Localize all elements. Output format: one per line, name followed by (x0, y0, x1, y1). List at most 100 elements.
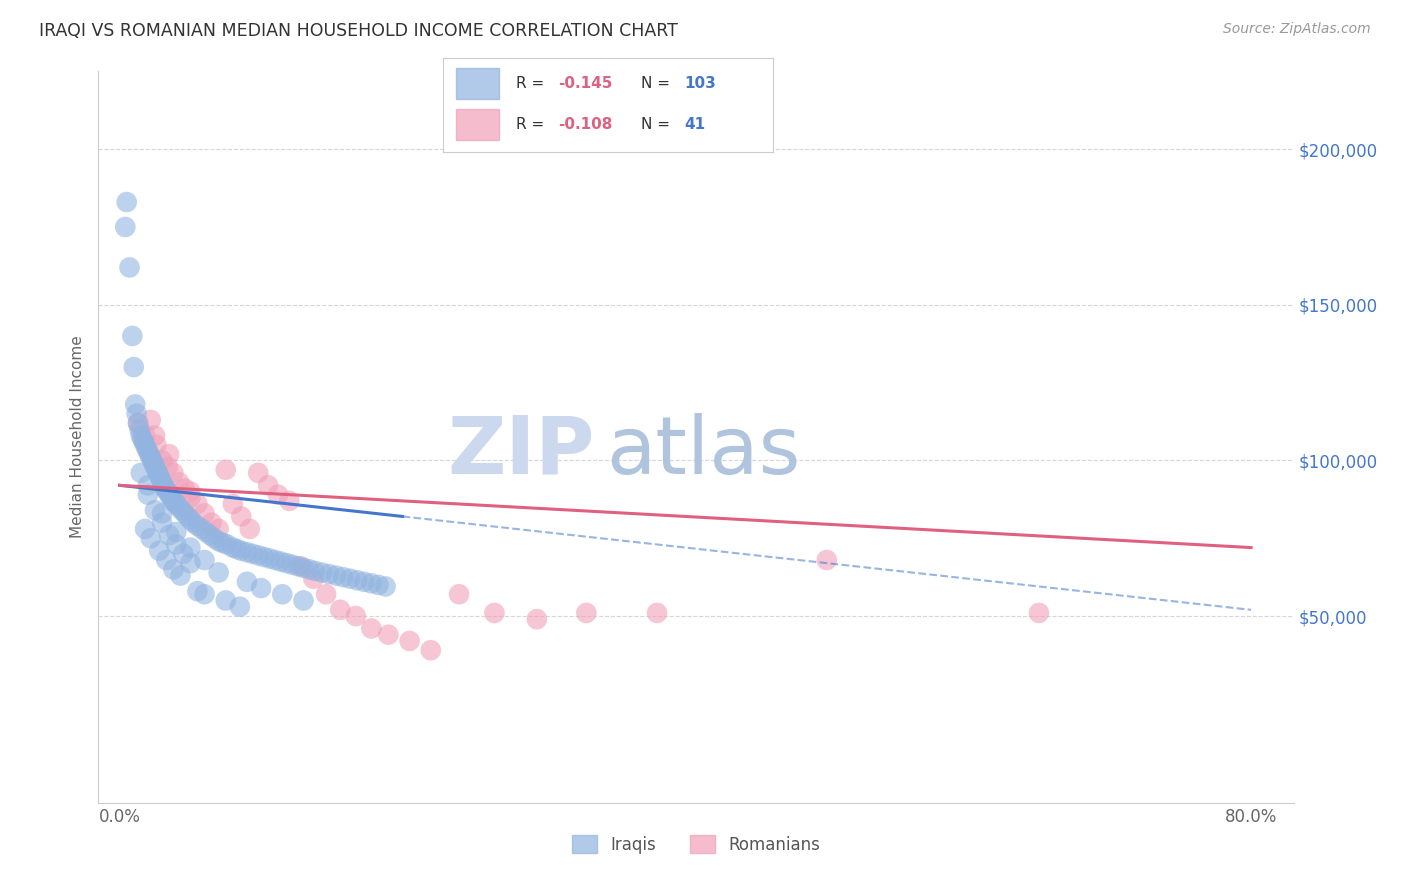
Point (190, 522, 212, 536)
Point (134, 522, 156, 536)
Point (267, 488, 290, 502)
Point (194, 524, 217, 539)
Point (128, 422, 150, 436)
Point (136, 488, 159, 502)
Point (169, 568, 191, 582)
Point (170, 503, 193, 517)
Point (157, 488, 180, 502)
Point (162, 494, 184, 508)
Point (222, 497, 245, 511)
Point (271, 587, 294, 601)
Text: Source: ZipAtlas.com: Source: ZipAtlas.com (1223, 22, 1371, 37)
Point (136, 478, 159, 492)
Point (118, 260, 141, 275)
Point (186, 584, 208, 599)
Point (259, 551, 281, 566)
Point (165, 524, 187, 539)
Text: R =: R = (516, 76, 548, 91)
Point (329, 603, 352, 617)
Point (200, 516, 222, 530)
Point (198, 528, 221, 542)
Point (353, 574, 375, 589)
Text: N =: N = (641, 118, 675, 132)
Point (129, 428, 152, 442)
Point (1028, 606, 1050, 620)
Point (344, 609, 367, 624)
Point (222, 541, 245, 555)
Point (146, 466, 169, 480)
Point (139, 413, 162, 427)
Point (484, 606, 506, 620)
Point (217, 537, 239, 551)
Point (298, 562, 321, 576)
Point (141, 453, 163, 467)
Point (242, 547, 264, 561)
Point (125, 407, 148, 421)
Point (332, 570, 354, 584)
Point (231, 509, 253, 524)
Point (575, 606, 598, 620)
Point (156, 484, 179, 499)
Point (264, 553, 287, 567)
Point (155, 553, 177, 567)
Point (115, 195, 138, 210)
Point (179, 491, 201, 505)
Point (193, 587, 215, 601)
Point (236, 574, 259, 589)
Point (179, 541, 201, 555)
Point (278, 494, 301, 508)
Point (398, 634, 420, 648)
Text: -0.145: -0.145 (558, 76, 613, 91)
Text: 41: 41 (685, 118, 706, 132)
Point (134, 428, 156, 442)
Point (157, 447, 180, 461)
Point (229, 599, 252, 614)
Point (281, 558, 304, 572)
Point (165, 537, 187, 551)
Point (292, 561, 315, 575)
Point (193, 553, 215, 567)
Point (127, 416, 149, 430)
Point (181, 516, 204, 530)
Point (179, 484, 201, 499)
Point (114, 219, 136, 234)
Point (302, 572, 325, 586)
Point (202, 531, 225, 545)
Point (325, 568, 347, 582)
Point (153, 482, 176, 496)
Point (162, 466, 184, 480)
Point (122, 359, 145, 374)
Point (360, 622, 382, 636)
Text: ZIP: ZIP (447, 413, 595, 491)
Text: R =: R = (516, 118, 548, 132)
Point (150, 475, 173, 490)
Point (290, 559, 312, 574)
Point (134, 438, 156, 452)
Point (157, 528, 180, 542)
Point (449, 587, 471, 601)
Point (143, 459, 166, 474)
Point (208, 534, 231, 549)
Point (193, 506, 215, 520)
Text: 103: 103 (685, 76, 716, 91)
Text: IRAQI VS ROMANIAN MEDIAN HOUSEHOLD INCOME CORRELATION CHART: IRAQI VS ROMANIAN MEDIAN HOUSEHOLD INCOM… (39, 22, 678, 40)
Point (287, 559, 309, 574)
Point (129, 466, 152, 480)
Point (360, 576, 382, 591)
Point (179, 512, 201, 526)
Point (304, 564, 326, 578)
Point (231, 543, 253, 558)
Point (377, 628, 399, 642)
Point (138, 447, 160, 461)
Point (215, 593, 238, 607)
Point (145, 438, 167, 452)
Point (257, 478, 280, 492)
Bar (456, 110, 499, 140)
Point (173, 506, 195, 520)
Point (292, 593, 315, 607)
Point (208, 566, 231, 580)
Point (250, 581, 273, 595)
Text: N =: N = (641, 76, 675, 91)
Point (160, 491, 183, 505)
Point (315, 587, 337, 601)
